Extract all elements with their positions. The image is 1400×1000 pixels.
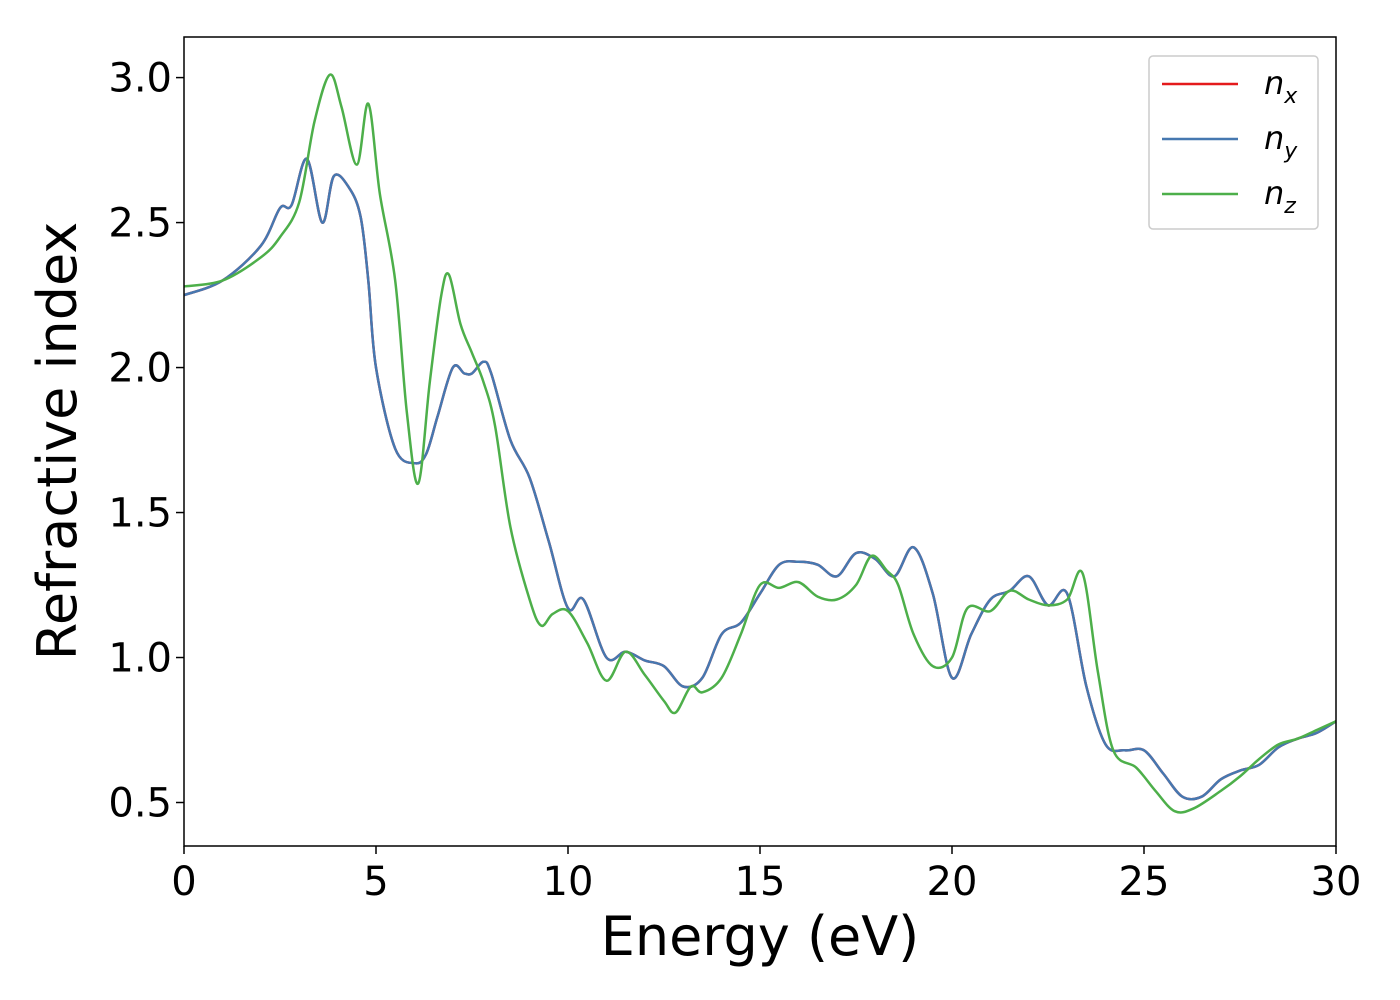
- x-tick-label: 15: [735, 859, 786, 905]
- x-tick-label: 5: [363, 859, 388, 905]
- legend: nx ny nz: [1148, 55, 1319, 230]
- y-tick-label: 3.0: [108, 56, 172, 102]
- y-tick-label: 2.0: [108, 346, 172, 392]
- series-line-y: [183, 157, 1337, 801]
- legend-label-y: ny: [1264, 119, 1298, 164]
- x-tick-label: 0: [171, 859, 196, 905]
- x-tick-label: 20: [927, 859, 978, 905]
- x-axis-ticks: 0 5 10 15 20 25 30: [171, 846, 1361, 905]
- y-tick-label: 2.5: [108, 201, 172, 247]
- x-tick-label: 10: [543, 859, 594, 905]
- series-layer: [183, 73, 1337, 814]
- legend-label-x: nx: [1264, 64, 1298, 109]
- legend-label-z: nz: [1264, 174, 1296, 219]
- x-tick-label: 25: [1119, 859, 1170, 905]
- legend-box: [1148, 55, 1319, 230]
- y-tick-label: 1.5: [108, 491, 172, 537]
- y-tick-label: 0.5: [108, 781, 172, 827]
- y-axis-ticks: 0.5 1.0 1.5 2.0 2.5 3.0: [108, 56, 184, 827]
- x-axis-title: Energy (eV): [601, 905, 920, 968]
- y-tick-label: 1.0: [108, 636, 172, 682]
- series-line-z: [183, 73, 1337, 814]
- series-line-x: [183, 157, 1337, 801]
- x-tick-label: 30: [1311, 859, 1362, 905]
- y-axis-title: Refractive index: [26, 222, 89, 661]
